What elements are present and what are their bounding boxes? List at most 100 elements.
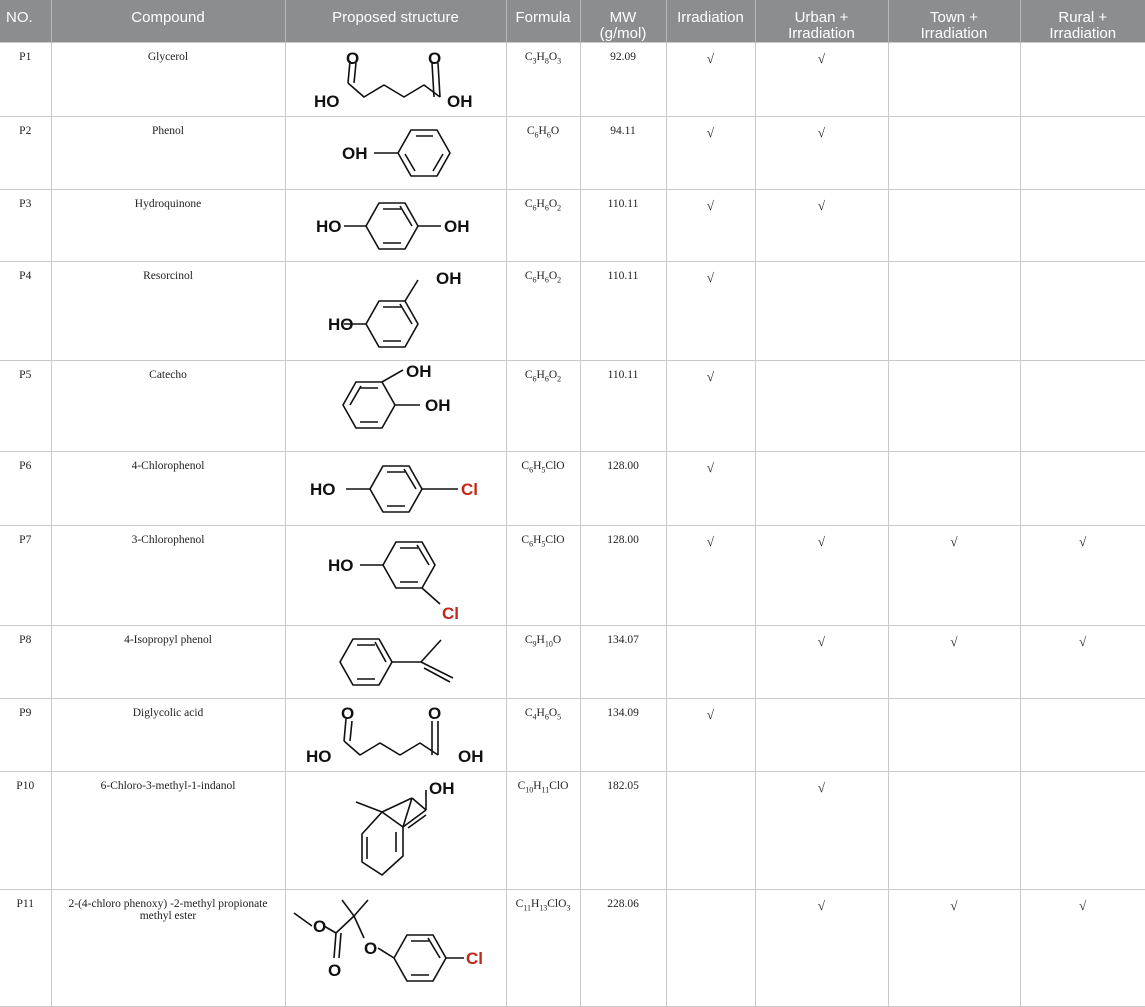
cell-compound: Catecho: [50, 360, 285, 452]
structure-label: OH: [429, 779, 455, 798]
structure-label: OH: [342, 144, 368, 163]
cell-compound: 6-Chloro-3-methyl-1-indanol: [50, 771, 285, 890]
table-row: P8 4-Isopropyl phenol C9H10O 134.07 √ √ …: [0, 625, 1145, 699]
cell-formula: C10H11ClO: [505, 771, 580, 890]
structure-p1: O O HO OH: [314, 49, 473, 111]
structure-label: OH: [436, 269, 462, 288]
table-row: P9 Diglycolic acid O O HO OH C4H6O5 134.…: [0, 698, 1145, 772]
cell-rural: √: [1019, 525, 1145, 626]
cell-town: √: [887, 889, 1020, 1007]
cell-urban: √: [754, 889, 888, 1007]
structure-label: OH: [425, 396, 451, 415]
cell-irradiation: √: [665, 116, 755, 190]
cell-no: P7: [0, 525, 51, 626]
cell-no: P1: [0, 42, 51, 117]
cell-urban: √: [754, 42, 888, 117]
structure-label-chlorine: Cl: [461, 480, 478, 499]
structure-label: O: [341, 704, 354, 723]
table-row: P6 4-Chlorophenol HO Cl C6H5ClO 128.00 √: [0, 451, 1145, 526]
structure-label: OH: [444, 217, 470, 236]
cell-no: P6: [0, 451, 51, 526]
cell-structure: HO OH: [284, 189, 506, 262]
header-no: NO.: [0, 0, 51, 43]
header-rural: Rural + Irradiation: [1019, 0, 1145, 43]
structure-p8: [338, 638, 453, 686]
structure-label: HO: [306, 747, 332, 766]
cell-town: [887, 451, 1020, 526]
cell-structure: OH: [284, 116, 506, 190]
cell-compound: Hydroquinone: [50, 189, 285, 262]
cell-town: [887, 42, 1020, 117]
cell-rural: √: [1019, 625, 1145, 699]
cell-mw: 92.09: [579, 42, 666, 117]
table-row: P4 Resorcinol OH HO C6H6O2 110.11 √: [0, 261, 1145, 361]
structure-p3: HO OH: [316, 202, 470, 250]
cell-irradiation: [665, 625, 755, 699]
cell-town: √: [887, 525, 1020, 626]
cell-no: P9: [0, 698, 51, 772]
cell-mw: 128.00: [579, 525, 666, 626]
structure-p4: OH HO: [328, 269, 462, 348]
cell-compound: Glycerol: [50, 42, 285, 117]
cell-structure: OH OH: [284, 360, 506, 452]
cell-irradiation: √: [665, 42, 755, 117]
cell-compound: 3-Chlorophenol: [50, 525, 285, 626]
cell-urban: √: [754, 771, 888, 890]
cell-town: [887, 189, 1020, 262]
cell-irradiation: [665, 889, 755, 1007]
cell-structure: OH HO: [284, 261, 506, 361]
cell-compound: Resorcinol: [50, 261, 285, 361]
cell-structure: OH: [284, 771, 506, 890]
structure-label: O: [428, 704, 441, 723]
cell-rural: [1019, 116, 1145, 190]
cell-no: P4: [0, 261, 51, 361]
cell-formula: C11H13ClO3: [505, 889, 580, 1007]
table-row: P7 3-Chlorophenol HO Cl C6H5ClO 128.00 √…: [0, 525, 1145, 626]
cell-compound: 4-Isopropyl phenol: [50, 625, 285, 699]
cell-town: [887, 698, 1020, 772]
header-town: Town + Irradiation: [887, 0, 1020, 43]
cell-mw: 228.06: [579, 889, 666, 1007]
structure-p10: OH: [355, 779, 455, 876]
cell-formula: C3H8O3: [505, 42, 580, 117]
structure-label-chlorine: Cl: [466, 949, 483, 968]
structure-p7: HO Cl: [328, 541, 459, 623]
cell-no: P11: [0, 889, 51, 1007]
header-structure: Proposed structure: [284, 0, 506, 43]
header-formula: Formula: [505, 0, 580, 43]
cell-mw: 134.07: [579, 625, 666, 699]
structure-p2: OH: [342, 129, 451, 177]
cell-urban: √: [754, 116, 888, 190]
cell-compound: 2-(4-chloro phenoxy) -2-methyl propionat…: [50, 889, 285, 1007]
cell-town: [887, 116, 1020, 190]
structure-label: OH: [447, 92, 473, 111]
structure-label: HO: [328, 556, 354, 575]
structure-p11: O O O Cl: [293, 899, 483, 982]
cell-irradiation: [665, 771, 755, 890]
cell-mw: 110.11: [579, 261, 666, 361]
cell-mw: 134.09: [579, 698, 666, 772]
cell-mw: 94.11: [579, 116, 666, 190]
header-row: NO. Compound Proposed structure Formula …: [0, 0, 1145, 43]
cell-formula: C6H6O: [505, 116, 580, 190]
cell-rural: [1019, 261, 1145, 361]
table-row: P5 Catecho OH OH C6H6O2 110.11 √: [0, 360, 1145, 452]
structure-p9: O O HO OH: [306, 704, 484, 766]
structure-p5: OH OH: [341, 362, 451, 429]
cell-rural: [1019, 360, 1145, 452]
cell-no: P8: [0, 625, 51, 699]
cell-urban: √: [754, 525, 888, 626]
cell-urban: [754, 451, 888, 526]
cell-formula: C9H10O: [505, 625, 580, 699]
cell-structure: O O O Cl: [284, 889, 506, 1007]
cell-no: P3: [0, 189, 51, 262]
cell-irradiation: √: [665, 451, 755, 526]
cell-compound: Phenol: [50, 116, 285, 190]
cell-formula: C6H6O2: [505, 261, 580, 361]
table-row: P3 Hydroquinone HO OH C6H6O2 110.11 √ √: [0, 189, 1145, 262]
cell-formula: C6H6O2: [505, 189, 580, 262]
structure-label: HO: [310, 480, 336, 499]
cell-mw: 128.00: [579, 451, 666, 526]
header-mw: MW (g/mol): [579, 0, 666, 43]
